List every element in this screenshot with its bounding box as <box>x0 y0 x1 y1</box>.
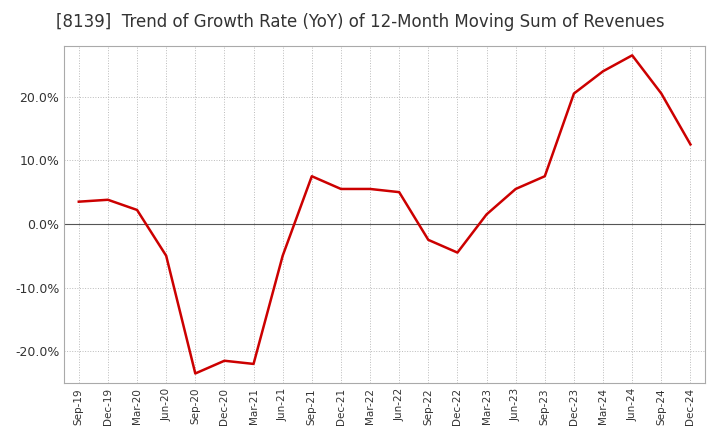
Text: [8139]  Trend of Growth Rate (YoY) of 12-Month Moving Sum of Revenues: [8139] Trend of Growth Rate (YoY) of 12-… <box>55 13 665 31</box>
